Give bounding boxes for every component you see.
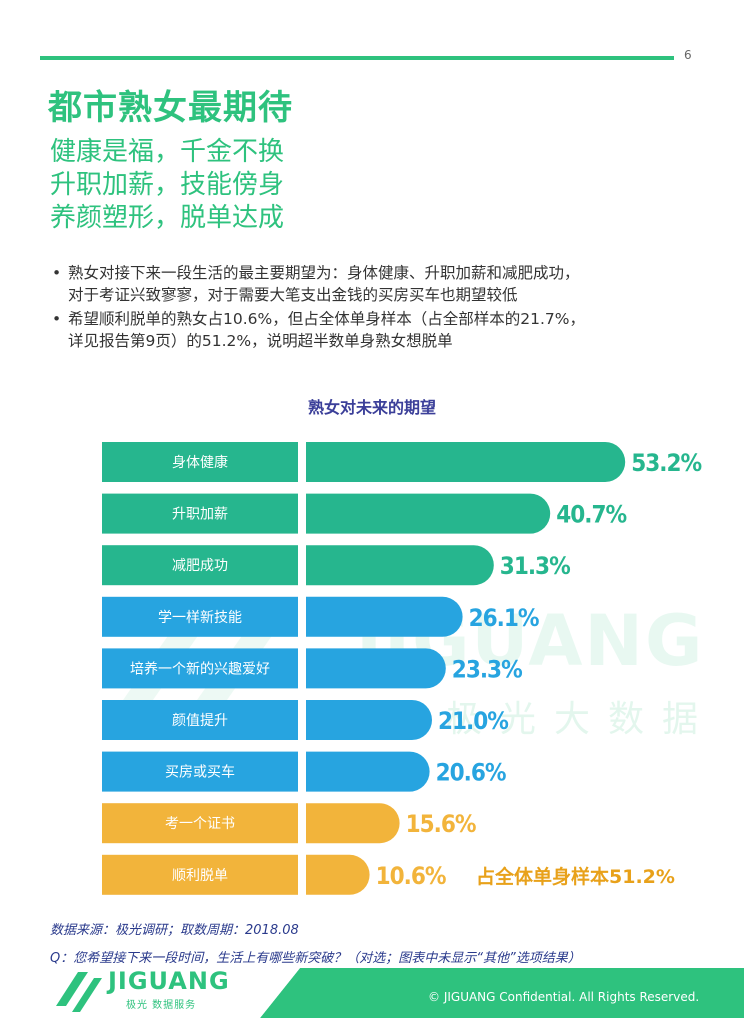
bar-value-label: 23.3% <box>452 655 522 683</box>
category-label: 买房或买车 <box>165 764 235 781</box>
category-label: 升职加薪 <box>172 507 228 523</box>
watermark-subtext: 极光大数据 <box>446 699 717 740</box>
category-label: 减肥成功 <box>172 558 228 574</box>
footer-logo-text: JIGUANG <box>108 967 230 995</box>
bullet-2: 希望顺利脱单的熟女占10.6%，但占全体单身样本（占全部样本的21.7%， 详见… <box>52 308 702 352</box>
bar <box>306 700 432 740</box>
data-source-note: 数据来源：极光调研；取数周期：2018.08 <box>50 923 299 938</box>
category-label-box <box>102 545 298 586</box>
bar <box>306 854 370 895</box>
bullet-1-line-2: 对于考证兴致寥寥，对于需要大笔支出金钱的买房买车也期望较低 <box>68 286 518 304</box>
bar-value-label: 31.3% <box>500 552 570 580</box>
jiguang-logo-icon <box>56 972 102 1012</box>
bar-value-label: 40.7% <box>556 501 626 529</box>
copyright-text: © JIGUANG Confidential. All Rights Reser… <box>428 990 700 1004</box>
category-label: 学一样新技能 <box>158 610 242 626</box>
category-label-box <box>102 854 298 895</box>
page-title: 都市熟女最期待 <box>48 88 293 128</box>
category-label-box <box>102 700 298 740</box>
category-label: 颜值提升 <box>172 713 228 729</box>
bar-chart: 身体健康 53.2% 升职加薪 40.7% 减肥成功 31.3% 学一样新技能 26.1% 培养… <box>102 442 702 895</box>
subtitle-3: 养颜塑形，脱单达成 <box>50 203 285 233</box>
bar-value-label: 26.1% <box>469 604 539 632</box>
category-label-box <box>102 596 298 637</box>
bullet-2-line-1: 希望顺利脱单的熟女占10.6%，但占全体单身样本（占全部样本的21.7%， <box>68 310 585 328</box>
bullet-1: 熟女对接下来一段生活的最主要期望为：身体健康、升职加薪和减肥成功， 对于考证兴致… <box>52 262 702 306</box>
bar <box>306 648 446 689</box>
category-label-box <box>102 648 298 689</box>
category-label: 考一个证书 <box>165 816 235 832</box>
bar <box>306 596 463 637</box>
footer-logo-subtext: 极光 数据服务 <box>126 1000 197 1011</box>
subtitle-list: 健康是福，千金不换 升职加薪，技能傍身 养颜塑形，脱单达成 <box>50 136 284 235</box>
bar <box>306 803 400 844</box>
bullet-2-line-2: 详见报告第9页）的51.2%，说明超半数单身熟女想脱单 <box>68 332 453 350</box>
bullet-1-line-1: 熟女对接下来一段生活的最主要期望为：身体健康、升职加薪和减肥成功， <box>68 264 580 282</box>
subtitle-1: 健康是福，千金不换 <box>50 137 285 167</box>
bar <box>306 751 430 792</box>
survey-question-note: Q：您希望接下来一段时间，生活上有哪些新突破？（对选；图表中未显示“其他”选项结… <box>50 951 581 966</box>
category-label: 顺利脱单 <box>172 868 228 884</box>
category-label-box <box>102 442 298 482</box>
summary-bullets: 熟女对接下来一段生活的最主要期望为：身体健康、升职加薪和减肥成功， 对于考证兴致… <box>52 262 702 354</box>
bar <box>306 493 551 534</box>
category-label-box <box>102 751 298 792</box>
bar-value-label: 53.2% <box>631 449 701 477</box>
subtitle-2: 升职加薪，技能傍身 <box>50 170 285 200</box>
bar <box>306 545 494 586</box>
category-label: 身体健康 <box>172 454 228 471</box>
bar-value-label: 20.6% <box>436 759 506 787</box>
bar-value-label: 21.0% <box>438 707 508 735</box>
category-label-box <box>102 803 298 844</box>
page-number: 6 <box>684 48 692 62</box>
category-label-box <box>102 493 298 534</box>
header-rule <box>40 56 674 60</box>
bar <box>306 442 626 482</box>
category-label: 培养一个新的兴趣爱好 <box>130 661 270 677</box>
chart-annotation: 占全体单身样本51.2% <box>476 865 675 888</box>
bar-value-label: 15.6% <box>406 810 476 838</box>
chart-title: 熟女对未来的期望 <box>307 398 436 417</box>
bar-value-label: 10.6% <box>376 862 446 890</box>
